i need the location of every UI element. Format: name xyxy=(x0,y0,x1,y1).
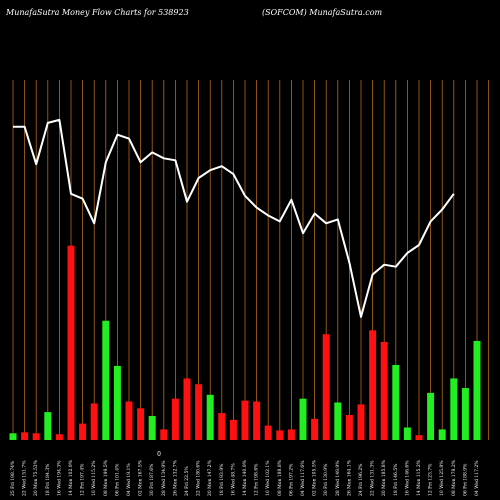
x-tick-label: 24 Fri 196.2% xyxy=(358,463,364,496)
chart-title-left: MunafaSutra Money Flow Charts for 538923 xyxy=(5,8,189,17)
x-tick-label: 12 Fri 123.7% xyxy=(428,463,434,496)
x-tick-label: 06 Fri 188.9% xyxy=(462,463,468,496)
money-flow-bar xyxy=(160,429,168,440)
x-tick-label: 04 Wed 117.6% xyxy=(300,460,306,496)
x-tick-label: 22 Wed 151.7% xyxy=(22,460,28,496)
x-tick-label: 14 Mon 115.2% xyxy=(416,459,422,496)
money-flow-bar xyxy=(369,330,377,440)
zero-marker-label: 0 xyxy=(157,451,161,458)
money-flow-bar xyxy=(44,412,52,440)
x-tick-label: 22 Wed 131.3% xyxy=(370,460,376,496)
money-flow-bar xyxy=(450,378,458,440)
x-tick-label: 26 Mon 132.7% xyxy=(172,459,178,496)
money-flow-bar xyxy=(125,401,133,440)
money-flow-bar xyxy=(90,403,98,440)
money-flow-bar xyxy=(299,398,307,440)
x-tick-label: 20 Mon 147.2% xyxy=(207,459,213,496)
x-tick-label: 16 Wed 146.6% xyxy=(404,460,410,496)
chart-title-right: (SOFCOM) MunafaSutra.com xyxy=(262,8,383,17)
money-flow-bar xyxy=(345,414,353,440)
money-flow-bar xyxy=(276,430,284,440)
x-tick-label: 10 Wed 115.2% xyxy=(91,460,97,496)
money-flow-bar xyxy=(403,427,411,440)
money-flow-bar xyxy=(195,384,203,440)
x-tick-label: 08 Mon 178.2% xyxy=(451,459,457,496)
x-tick-label: 06 Fri 197.2% xyxy=(288,463,294,496)
x-tick-label: 08 Mon 188.8% xyxy=(277,459,283,496)
x-tick-label: 16 Wed 48.7% xyxy=(230,463,236,496)
money-flow-bar xyxy=(229,419,237,440)
money-flow-bar xyxy=(241,400,249,440)
money-flow-bar xyxy=(438,429,446,440)
money-flow-bar xyxy=(113,365,121,440)
money-flow-bar xyxy=(322,334,330,440)
x-tick-label: 02 Mon 105.5% xyxy=(312,459,318,496)
money-flow-bar xyxy=(137,408,145,440)
x-tick-label: 20 Mon 75.53% xyxy=(33,459,39,496)
x-tick-label: 02 Mon 167.5% xyxy=(138,459,144,496)
x-tick-label: 30 Fri 187.6% xyxy=(149,463,155,496)
money-flow-bar xyxy=(102,320,110,440)
money-flow-bar xyxy=(380,341,388,440)
money-flow-bar xyxy=(461,388,469,440)
money-flow-bar xyxy=(79,423,87,440)
money-flow-bar xyxy=(427,392,435,440)
x-tick-label: 16 Wed 194.3% xyxy=(56,460,62,496)
x-tick-label: 10 Wed 102.1% xyxy=(265,460,271,496)
money-flow-bar xyxy=(311,418,319,440)
money-flow-bar xyxy=(218,413,226,440)
money-flow-bar xyxy=(392,364,400,440)
money-flow-bar xyxy=(357,404,365,440)
money-flow-bar xyxy=(171,398,179,440)
money-flow-bar xyxy=(287,429,295,440)
x-tick-label: 10 Wed 125.8% xyxy=(439,460,445,496)
money-flow-bar xyxy=(264,425,272,440)
x-tick-label: 28 Wed 134.9% xyxy=(161,460,167,496)
x-tick-label: 14 Mon 102.9% xyxy=(68,459,74,496)
money-flow-bar xyxy=(67,245,75,440)
x-tick-label: 20 Mon 185.8% xyxy=(381,459,387,496)
money-flow-bar xyxy=(183,378,191,440)
x-tick-label: 25 Fri 198.74% xyxy=(10,460,16,496)
money-flow-bar xyxy=(206,394,214,440)
money-flow-bar xyxy=(473,340,481,440)
x-tick-label: 12 Fri 197.4% xyxy=(80,463,86,496)
x-tick-label: 24 Fri 22.5% xyxy=(184,466,190,496)
money-flow-bars xyxy=(9,245,481,440)
money-flow-bar xyxy=(415,435,423,440)
money-flow-bar xyxy=(55,434,63,440)
x-tick-label: 18 Fri 184.3% xyxy=(45,463,51,496)
money-flow-line-group xyxy=(13,118,455,318)
x-tick-label: 22 Wed 180.6% xyxy=(196,460,202,496)
money-flow-bar xyxy=(148,415,156,440)
x-tick-label: 14 Mon 140.9% xyxy=(242,459,248,496)
x-tick-label: 04 Wed 19.1% xyxy=(126,463,132,496)
x-tick-label: 26 Mon 164.1% xyxy=(346,459,352,496)
x-tick-label: 30 Fri 130.9% xyxy=(323,463,329,496)
x-tick-label: 06 Fri 101.4% xyxy=(114,463,120,496)
x-tick-label: 18 Fri 146.5% xyxy=(393,463,399,496)
x-tick-label: 04 Wed 117.2% xyxy=(474,460,480,496)
money-flow-bar xyxy=(9,433,17,440)
money-flow-bar xyxy=(21,432,29,440)
money-flow-bar xyxy=(253,401,261,440)
x-tick-label: 28 Wed 149.9% xyxy=(335,460,341,496)
money-flow-bar xyxy=(334,402,342,440)
money-flow-bar xyxy=(32,433,40,440)
x-tick-label: 18 Fri 193.9% xyxy=(219,463,225,496)
x-tick-labels: 25 Fri 198.74% 22 Wed 151.7% 20 Mon 75.53%… xyxy=(10,459,480,496)
x-tick-label: 12 Fri 198.6% xyxy=(254,463,260,496)
money-flow-line xyxy=(13,118,455,318)
x-tick-label: 08 Mon 199.5% xyxy=(103,459,109,496)
